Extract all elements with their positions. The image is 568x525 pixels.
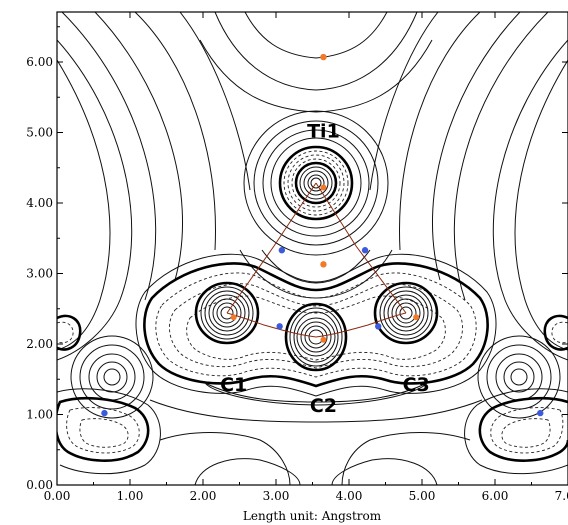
- bond-critical-point: [537, 409, 544, 417]
- bond-critical-point: [101, 409, 108, 417]
- left-satellite-contours: [70, 335, 154, 419]
- right-satellite-contours: [477, 335, 561, 419]
- x-tick-label: 7.00: [555, 489, 568, 503]
- y-tick-label: 4.00: [26, 196, 53, 210]
- y-tick-label: 1.00: [26, 408, 53, 422]
- x-axis: 0.00 1.00 2.00 3.00 4.00 5.00 6.00 7.00: [44, 12, 568, 503]
- c1-contours: [194, 281, 260, 345]
- nuclear-critical-point: [230, 314, 237, 321]
- atom-label-c2: C2: [310, 395, 337, 417]
- x-axis-label: Length unit: Angstrom: [243, 509, 382, 523]
- c2-contours: [284, 302, 348, 372]
- bond-critical-point: [361, 247, 369, 254]
- atom-labels: Ti1 C1 C2 C3: [220, 120, 430, 416]
- bond-critical-point: [276, 323, 283, 330]
- y-tick-label: 6.00: [26, 55, 53, 69]
- bond-critical-point: [375, 323, 382, 330]
- nuclear-critical-point: [413, 314, 420, 321]
- y-axis: 0.00 1.00 2.00 3.00 4.00 5.00 6.00: [26, 26, 568, 492]
- critical-points: [101, 53, 544, 417]
- x-tick-label: 1.00: [117, 489, 144, 503]
- x-tick-label: 0.00: [44, 489, 71, 503]
- ti1-contours: [243, 110, 389, 256]
- atom-label-ti1: Ti1: [307, 120, 340, 142]
- x-tick-label: 5.00: [409, 489, 436, 503]
- bond-critical-point: [278, 247, 286, 254]
- bond-paths: [226, 182, 407, 338]
- atom-label-c1: C1: [220, 374, 247, 396]
- y-tick-label: 2.00: [26, 337, 53, 351]
- x-tick-label: 6.00: [482, 489, 509, 503]
- ring-critical-point: [320, 53, 327, 61]
- nuclear-critical-point: [320, 336, 327, 343]
- nuclear-critical-point: [320, 184, 327, 191]
- atom-label-c3: C3: [403, 374, 430, 396]
- x-tick-label: 4.00: [336, 489, 363, 503]
- ring-critical-point: [320, 261, 327, 268]
- c3-contours: [373, 281, 439, 345]
- y-tick-label: 5.00: [26, 126, 53, 140]
- y-tick-label: 3.00: [26, 267, 53, 281]
- y-tick-label: 0.00: [26, 478, 53, 492]
- x-tick-label: 3.00: [263, 489, 290, 503]
- contour-lines: [57, 12, 568, 485]
- x-tick-label: 2.00: [190, 489, 217, 503]
